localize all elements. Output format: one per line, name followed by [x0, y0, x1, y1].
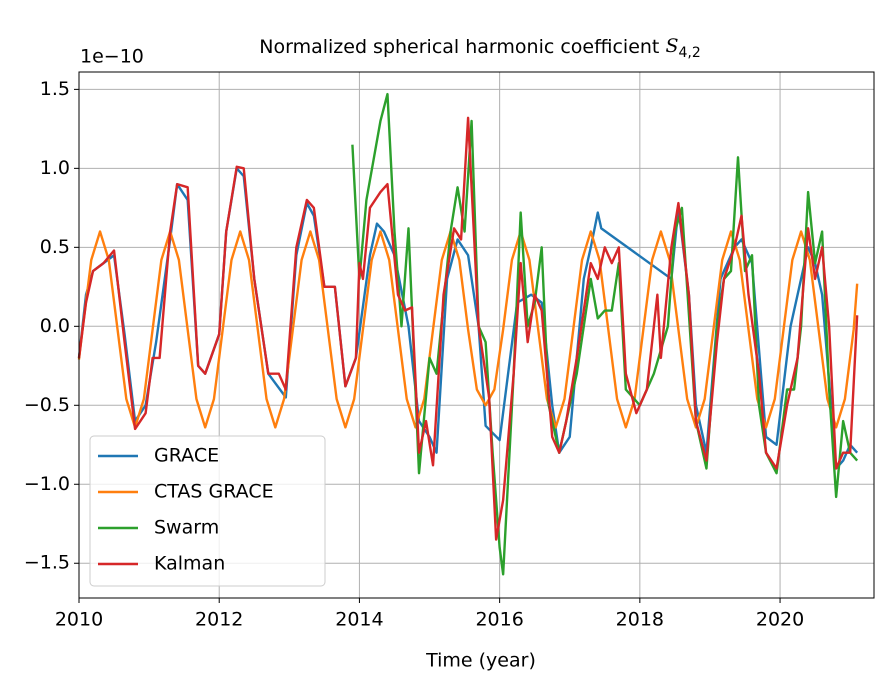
x-axis-label: Time (year): [425, 650, 536, 672]
legend-label: GRACE: [154, 445, 219, 467]
chart-title: Normalized spherical harmonic coefficien…: [259, 35, 700, 61]
title-symbol: S: [665, 35, 678, 57]
y-tick-label: −1.0: [24, 473, 70, 495]
plot-frame: [78, 71, 875, 599]
x-tick-label: 2014: [335, 609, 383, 631]
x-tick-label: 2018: [616, 609, 664, 631]
legend-label: Kalman: [154, 553, 225, 575]
y-offset-label: 1e−10: [80, 46, 144, 68]
series-line: [351, 92, 859, 576]
x-tick-label: 2016: [475, 609, 523, 631]
title-subscript: 4,2: [678, 45, 700, 61]
y-tick-label: 1.5: [40, 78, 70, 100]
y-tick-label: 0.0: [40, 315, 70, 337]
legend-box: [89, 435, 326, 587]
x-tick-label: 2020: [756, 609, 804, 631]
series-line: [77, 230, 859, 429]
legend-label: CTAS GRACE: [154, 481, 274, 503]
y-tick-label: 0.5: [40, 236, 70, 258]
title-text: Normalized spherical harmonic coefficien…: [259, 36, 659, 58]
x-tick-label: 2012: [195, 609, 243, 631]
x-tick-label: 2010: [55, 609, 103, 631]
legend: GRACE CTAS GRACE Swarm Kalman: [89, 435, 326, 587]
y-tick-label: −0.5: [24, 394, 70, 416]
series-line: [77, 116, 859, 541]
y-tick-label: 1.0: [40, 157, 70, 179]
legend-label: Swarm: [154, 517, 219, 539]
y-tick-label: −1.5: [24, 552, 70, 574]
